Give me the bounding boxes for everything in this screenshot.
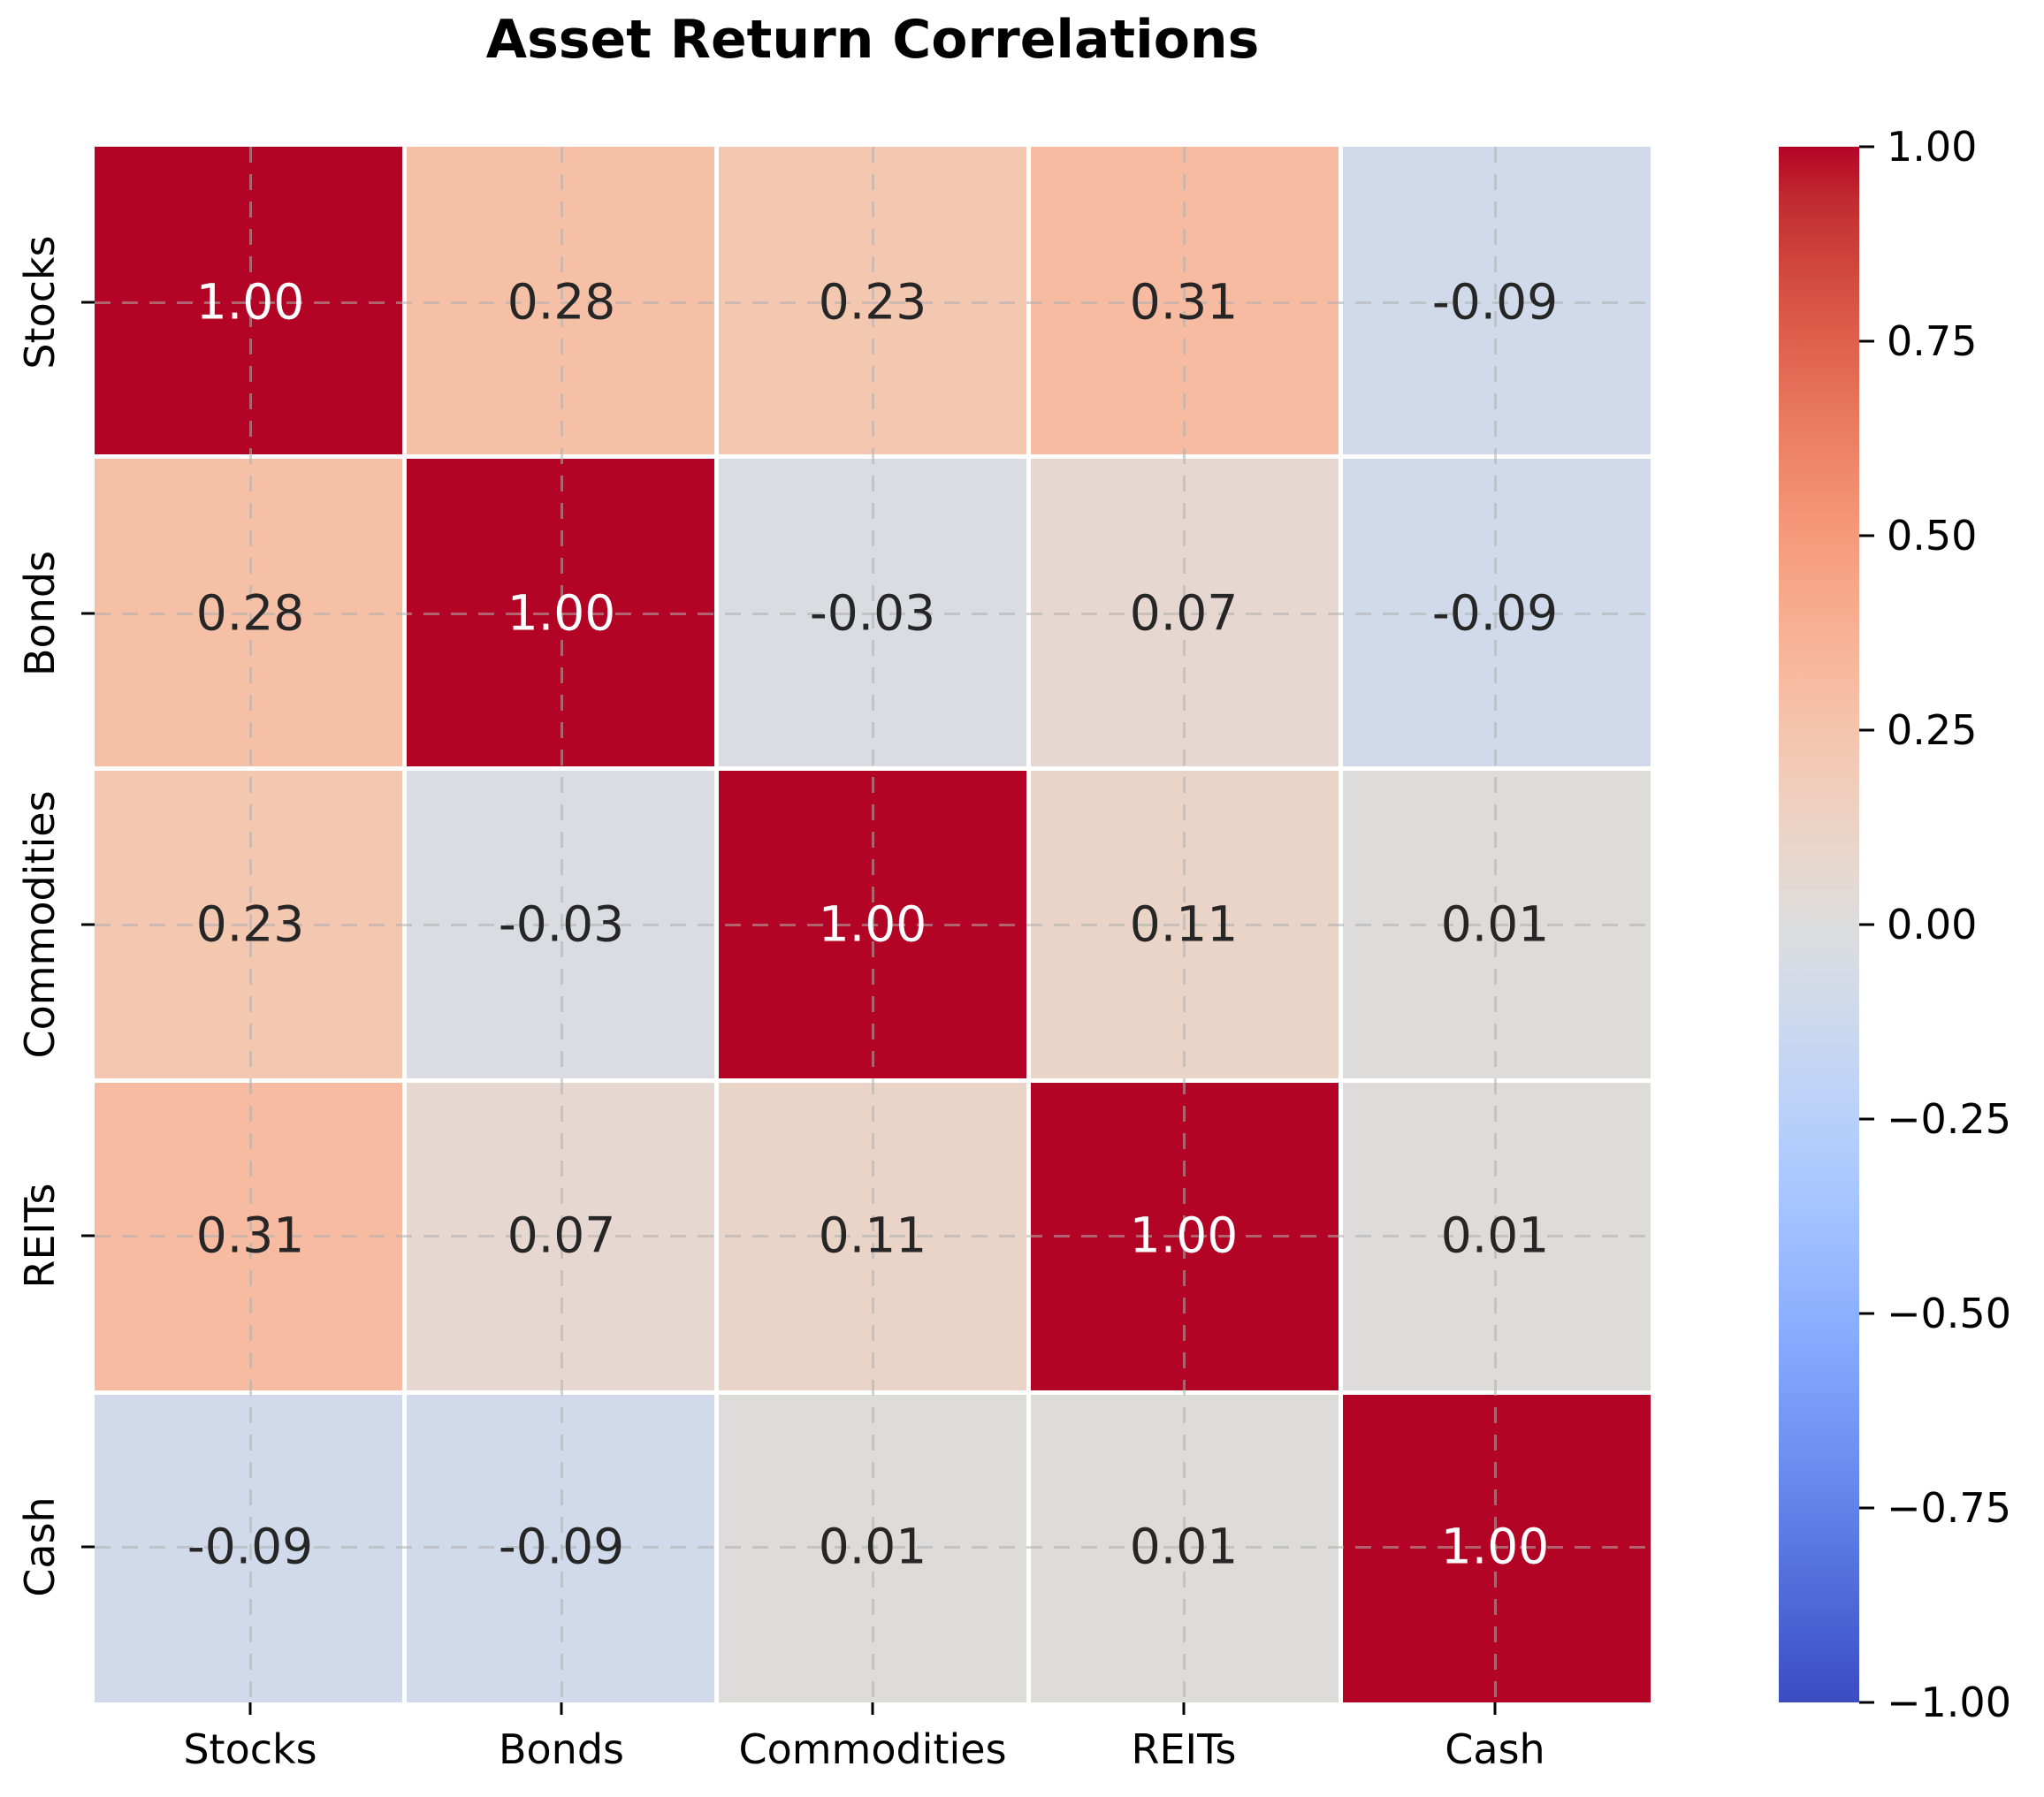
heatmap-cell xyxy=(407,459,714,766)
x-axis-tick xyxy=(1493,1702,1497,1715)
colorbar-tick xyxy=(1859,145,1874,148)
heatmap-cell xyxy=(95,771,402,1078)
x-axis-label: Cash xyxy=(1445,1725,1545,1773)
y-axis-label: REITs xyxy=(16,1183,64,1289)
colorbar-tick-label: −0.50 xyxy=(1887,1290,2011,1337)
colorbar-tick-label: −0.25 xyxy=(1887,1095,2011,1143)
heatmap-cell xyxy=(1031,1395,1339,1702)
chart-title: Asset Return Correlations xyxy=(485,9,1260,71)
heatmap-cell xyxy=(1031,147,1339,454)
heatmap-cell xyxy=(719,459,1026,766)
y-axis-tick xyxy=(81,1545,95,1549)
heatmap-cell xyxy=(1031,1083,1339,1390)
colorbar-tick-label: 0.75 xyxy=(1887,317,1978,365)
x-axis-tick xyxy=(560,1702,563,1715)
colorbar-tick xyxy=(1859,1701,1874,1704)
colorbar-tick xyxy=(1859,534,1874,537)
heatmap-cell xyxy=(1031,459,1339,766)
x-axis-label: Bonds xyxy=(498,1725,625,1773)
heatmap-cell xyxy=(1031,771,1339,1078)
heatmap-cell xyxy=(1343,459,1651,766)
x-axis-label: Stocks xyxy=(183,1725,317,1773)
colorbar-tick xyxy=(1859,339,1874,343)
y-axis-label: Bonds xyxy=(16,550,64,677)
x-axis-label: Commodities xyxy=(738,1725,1007,1773)
heatmap-cell xyxy=(95,1395,402,1702)
heatmap-cell xyxy=(407,771,714,1078)
heatmap-cell xyxy=(407,147,714,454)
colorbar-tick xyxy=(1859,1117,1874,1121)
x-axis-tick xyxy=(1182,1702,1186,1715)
colorbar-tick xyxy=(1859,728,1874,732)
heatmap-cell xyxy=(407,1395,714,1702)
colorbar-tick xyxy=(1859,923,1874,926)
heatmap-cell xyxy=(719,1083,1026,1390)
y-axis-tick xyxy=(81,1234,95,1237)
colorbar-tick-label: 1.00 xyxy=(1887,123,1978,171)
heatmap-cell xyxy=(95,1083,402,1390)
colorbar-tick xyxy=(1859,1506,1874,1510)
heatmap: 1.00 0.28 0.23 0.31 -0.09 0.28 1.00 -0.03 0.07 -0… xyxy=(95,147,1651,1702)
heatmap-cell xyxy=(1343,1083,1651,1390)
colorbar-tick-label: −0.75 xyxy=(1887,1484,2011,1532)
y-axis-tick xyxy=(81,923,95,926)
colorbar-tick-label: −1.00 xyxy=(1887,1679,2011,1726)
heatmap-cell xyxy=(95,459,402,766)
colorbar-tick xyxy=(1859,1312,1874,1315)
colorbar-tick-label: 0.50 xyxy=(1887,512,1978,560)
heatmap-grid xyxy=(95,147,1651,1702)
heatmap-cell xyxy=(719,1395,1026,1702)
heatmap-cell xyxy=(407,1083,714,1390)
y-axis-tick xyxy=(81,301,95,304)
x-axis-tick xyxy=(871,1702,874,1715)
y-axis-label: Stocks xyxy=(16,235,64,369)
heatmap-cell xyxy=(719,771,1026,1078)
colorbar-tick-label: 0.25 xyxy=(1887,706,1978,754)
y-axis-label: Commodities xyxy=(16,790,64,1059)
heatmap-cell xyxy=(95,147,402,454)
heatmap-cell xyxy=(1343,147,1651,454)
x-axis-label: REITs xyxy=(1131,1725,1237,1773)
heatmap-cell xyxy=(1343,1395,1651,1702)
y-axis-tick xyxy=(81,612,95,615)
heatmap-cell xyxy=(1343,771,1651,1078)
colorbar xyxy=(1779,147,1859,1702)
y-axis-label: Cash xyxy=(16,1496,64,1597)
colorbar-tick-label: 0.00 xyxy=(1887,901,1978,948)
heatmap-cell xyxy=(719,147,1026,454)
x-axis-tick xyxy=(248,1702,252,1715)
